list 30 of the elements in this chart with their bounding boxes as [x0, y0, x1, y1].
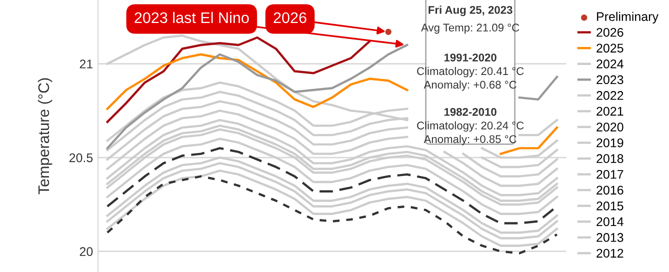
legend-label: 2013 — [596, 233, 624, 242]
annotation: Avg Temp: 21.09 °C — [421, 24, 520, 34]
legend-label: 2018 — [596, 154, 624, 164]
legend-label: Preliminary — [597, 12, 658, 24]
annotation: 2026 — [274, 12, 306, 24]
legend-label: 2016 — [596, 186, 624, 195]
legend-label: 2026 — [596, 28, 624, 37]
y-tick-label: 20 — [80, 247, 93, 256]
legend-label: 2023 — [596, 75, 624, 84]
annotation: Anomaly: +0.85 °C — [424, 134, 516, 146]
legend-label: 2024 — [596, 60, 624, 68]
y-tick-label: 21 — [80, 60, 93, 68]
annotation: 2023 last El Nino — [134, 12, 249, 24]
legend-label: 2022 — [596, 91, 624, 100]
annotation: 1991-2020 — [444, 54, 496, 62]
annotation: Fri Aug 25, 2023 — [428, 6, 512, 16]
y-tick-label: 20.5 — [69, 153, 93, 162]
legend-label: 2019 — [596, 138, 624, 148]
annotation: 1982-2010 — [444, 108, 496, 116]
legend-label: 2015 — [596, 202, 624, 210]
annotation: Climatology: 20.41 °C — [417, 66, 524, 78]
annotation: Climatology: 20.24 °C — [417, 121, 524, 132]
legend-label: 2020 — [596, 122, 624, 132]
legend-label: 2014 — [596, 217, 624, 226]
legend-label: 2012 — [596, 248, 624, 258]
y-axis-title: Temperature (°C) — [38, 78, 52, 194]
legend-label: 2025 — [596, 44, 624, 53]
annotation: Anomaly: +0.68 °C — [424, 80, 516, 91]
legend-label: 2017 — [596, 170, 624, 179]
legend-label: 2021 — [596, 106, 624, 116]
